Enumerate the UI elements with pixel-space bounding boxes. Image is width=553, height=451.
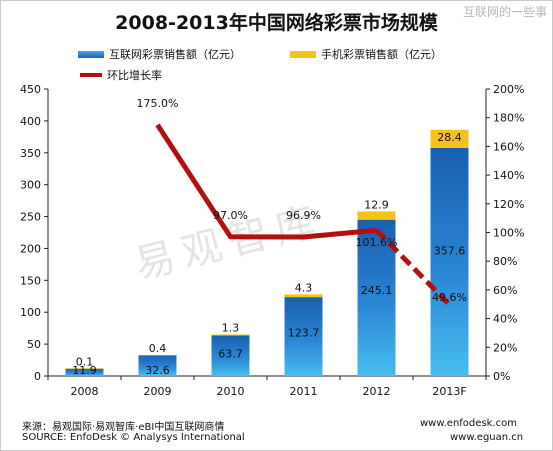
data-label-internet: 32.6 — [145, 364, 170, 377]
y-right-tick-label: 20% — [493, 341, 517, 354]
y-right-tick-label: 0% — [493, 370, 510, 383]
footer-source-cn: 来源：易观国际·易观智库·eBI中国互联网商情 — [22, 422, 225, 433]
y-left-tick-label: 250 — [20, 211, 41, 224]
y-left-tick-label: 450 — [20, 83, 41, 96]
bar-mobile — [211, 334, 250, 336]
x-tick-label: 2009 — [144, 385, 172, 398]
y-right-tick-label: 200% — [493, 83, 524, 96]
data-label-mobile: 12.9 — [364, 198, 389, 211]
data-label-mobile: 28.4 — [437, 131, 462, 144]
legend-internet: 互联网彩票销售额（亿元） — [78, 46, 241, 62]
growth-label: 101.6% — [356, 236, 398, 249]
y-right-tick-label: 180% — [493, 112, 524, 125]
growth-line-solid — [155, 123, 377, 240]
y-right-tick-label: 160% — [493, 140, 524, 153]
bar-mobile — [430, 129, 469, 148]
legend-mobile-label: 手机彩票销售额（亿元） — [321, 48, 442, 61]
y-right-tick-label: 40% — [493, 313, 517, 326]
corner-watermark: 互联网的一些事 — [462, 5, 547, 19]
y-right-tick-label: 120% — [493, 198, 524, 211]
data-label-internet: 357.6 — [434, 245, 466, 258]
data-label-internet: 245.1 — [361, 284, 393, 297]
y-right-tick-label: 60% — [493, 284, 517, 297]
x-tick-label: 2012 — [363, 385, 391, 398]
legend-growth-label: 环比增长率 — [107, 69, 162, 82]
data-label-mobile: 0.4 — [149, 342, 167, 355]
y-left-tick-label: 300 — [20, 179, 41, 192]
growth-label: 49.6% — [432, 291, 467, 304]
legend-growth-swatch — [80, 73, 102, 77]
chart-title: 2008-2013年中国网络彩票市场规模 — [115, 12, 438, 34]
growth-label: 96.9% — [286, 209, 321, 222]
bar-internet — [211, 335, 250, 376]
x-tick-label: 2013F — [432, 385, 466, 398]
legend-mobile: 手机彩票销售额（亿元） — [290, 46, 442, 62]
x-tick-label: 2008 — [71, 385, 99, 398]
legend-internet-swatch — [78, 50, 104, 58]
y-right-tick-label: 140% — [493, 169, 524, 182]
x-tick-label: 2011 — [290, 385, 318, 398]
legend-growth: 环比增长率 — [80, 67, 162, 83]
y-left-tick-label: 150 — [20, 274, 41, 287]
growth-label: 97.0% — [213, 209, 248, 222]
bar-internet — [138, 355, 177, 376]
bar-mobile — [65, 368, 104, 369]
footer-url-enfodesk: www.enfodesk.com — [420, 418, 517, 429]
legend-internet-label: 互联网彩票销售额（亿元） — [109, 48, 241, 61]
bar-internet — [430, 147, 469, 376]
bar-mobile — [284, 294, 323, 298]
bar-mobile — [357, 211, 396, 220]
bar-internet — [284, 297, 323, 376]
data-label-mobile: 4.3 — [295, 281, 313, 294]
bar-internet — [65, 368, 104, 376]
bar-mobile — [138, 354, 177, 356]
data-label-internet: 123.7 — [288, 327, 320, 340]
y-left-tick-label: 350 — [20, 147, 41, 160]
x-tick-label: 2010 — [217, 385, 245, 398]
y-left-tick-label: 50 — [27, 338, 41, 351]
y-left-tick-label: 100 — [20, 306, 41, 319]
y-left-tick-label: 200 — [20, 242, 41, 255]
y-right-tick-label: 80% — [493, 255, 517, 268]
footer-url-eguan: www.eguan.cn — [450, 432, 524, 443]
data-label-mobile: 1.3 — [222, 322, 240, 335]
legend-mobile-swatch — [290, 50, 316, 58]
growth-label: 175.0% — [137, 97, 179, 110]
y-left-tick-label: 0 — [34, 370, 41, 383]
y-left-tick-label: 400 — [20, 115, 41, 128]
data-label-internet: 11.9 — [72, 364, 97, 377]
data-label-internet: 63.7 — [218, 348, 243, 361]
y-right-tick-label: 100% — [493, 227, 524, 240]
data-label-mobile: 0.1 — [76, 355, 94, 368]
footer-source-en: SOURCE: EnfoDesk © Analysys Internationa… — [22, 432, 245, 443]
